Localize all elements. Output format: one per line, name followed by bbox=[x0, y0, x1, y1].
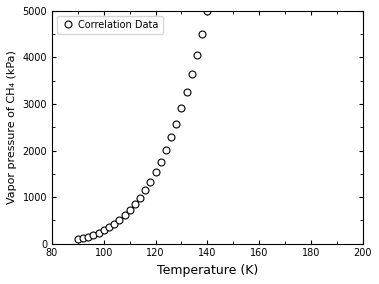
X-axis label: Temperature (K): Temperature (K) bbox=[157, 264, 258, 277]
Legend: Correlation Data: Correlation Data bbox=[57, 16, 163, 34]
Y-axis label: Vapor pressure of CH₄ (kPa): Vapor pressure of CH₄ (kPa) bbox=[7, 50, 17, 204]
Correlation Data bbox=[76, 238, 80, 241]
Correlation Data bbox=[153, 170, 158, 174]
Line: Correlation Data: Correlation Data bbox=[74, 0, 340, 243]
Correlation Data bbox=[158, 160, 163, 163]
Correlation Data bbox=[133, 202, 137, 206]
